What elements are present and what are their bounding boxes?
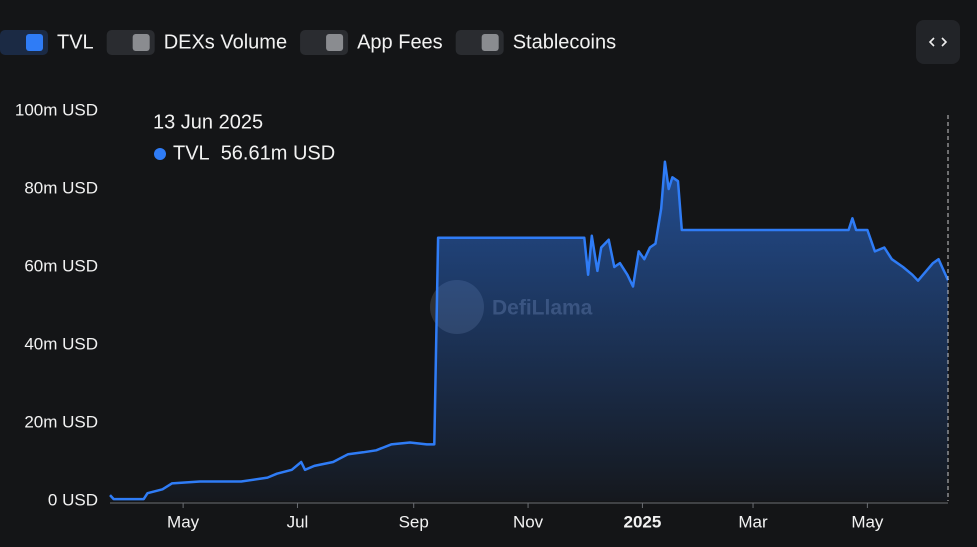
tooltip-dot <box>154 148 166 160</box>
toggle-knob <box>326 34 344 51</box>
tooltip-date: 13 Jun 2025 <box>153 111 263 133</box>
tooltip-series: TVL <box>173 142 210 164</box>
x-tick-label: Nov <box>513 512 544 531</box>
legend-toggle[interactable]: TVL <box>0 30 94 55</box>
legend-label: TVL <box>57 31 94 53</box>
legend-label: DEXs Volume <box>164 31 287 53</box>
tooltip-value: 56.61m USD <box>221 142 336 164</box>
legend-toggle[interactable]: App Fees <box>300 30 443 55</box>
legend-toggle[interactable]: DEXs Volume <box>106 30 287 55</box>
area-fill <box>110 161 948 501</box>
legend-label: App Fees <box>357 31 443 53</box>
x-tick-label: May <box>851 512 884 531</box>
tvl-line <box>109 160 950 501</box>
legend-toggle[interactable]: Stablecoins <box>455 30 616 55</box>
x-tick-label: Jul <box>287 512 309 531</box>
embed-button[interactable] <box>916 20 960 64</box>
y-tick-label: 100m USD <box>15 100 98 119</box>
x-tick-label: Mar <box>738 512 768 531</box>
y-tick-label: 60m USD <box>24 256 98 275</box>
y-tick-label: 80m USD <box>24 178 98 197</box>
x-tick-label: 2025 <box>624 512 662 531</box>
y-tick-label: 0 USD <box>48 490 98 509</box>
y-tick-label: 40m USD <box>24 334 98 353</box>
toggle-knob <box>481 34 499 51</box>
x-tick-label: May <box>167 512 200 531</box>
x-tick-label: Sep <box>399 512 429 531</box>
embed-icon <box>928 37 948 47</box>
toggle-knob <box>132 34 150 51</box>
legend-label: Stablecoins <box>513 31 616 53</box>
y-tick-label: 20m USD <box>24 412 98 431</box>
toggle-knob <box>26 34 43 51</box>
